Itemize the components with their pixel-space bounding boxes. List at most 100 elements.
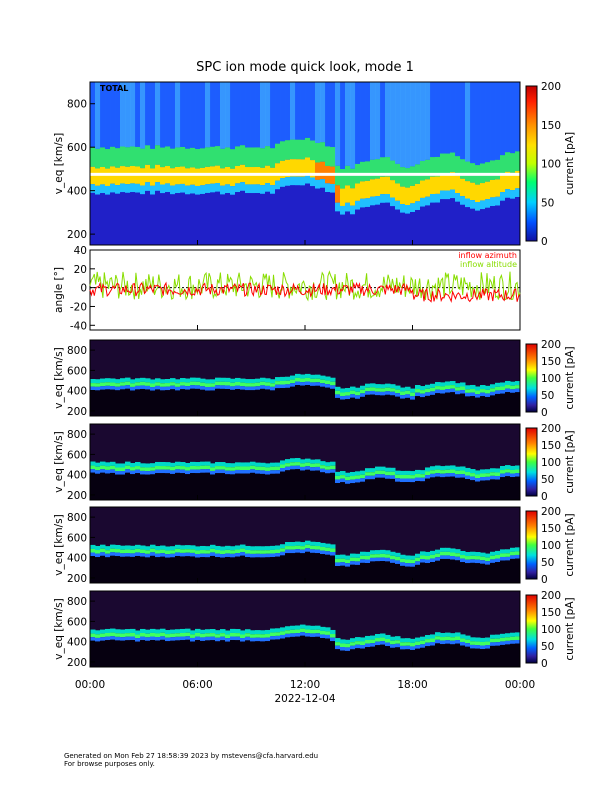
heatmap-cell: [180, 473, 186, 500]
heatmap-cell: [380, 395, 386, 416]
heatmap-cell: [275, 553, 281, 557]
heatmap-cell: [225, 641, 231, 667]
heatmap-cell: [425, 388, 431, 393]
heatmap-cell: [310, 160, 316, 178]
heatmap-cell: [215, 637, 221, 642]
heatmap-cell: [240, 638, 246, 642]
heatmap-cell: [485, 181, 491, 200]
heatmap-cell: [265, 629, 271, 635]
heatmap-cell: [430, 82, 436, 158]
heatmap-cell: [130, 379, 136, 384]
heatmap-cell: [95, 383, 101, 387]
heatmap-cell: [355, 641, 361, 645]
heatmap-cell: [180, 382, 186, 386]
heatmap-cell: [285, 553, 291, 583]
heatmap-cell: [175, 548, 181, 553]
colorbar-tick-label: 200: [541, 423, 561, 435]
heatmap-cell: [290, 139, 296, 160]
heatmap-cell: [170, 473, 176, 500]
heatmap-cell: [285, 546, 291, 550]
heatmap-cell: [450, 559, 456, 583]
heatmap-cell: [245, 636, 251, 641]
heatmap-cell: [350, 394, 356, 398]
heatmap-cell: [415, 396, 421, 416]
heatmap-cell: [335, 558, 341, 563]
heatmap-cell: [120, 463, 126, 468]
heatmap-cell: [205, 472, 211, 500]
heatmap-cell: [375, 641, 381, 646]
heatmap-cell: [180, 545, 186, 550]
heatmap-cell: [500, 560, 506, 583]
heatmap-cell: [375, 391, 381, 396]
heatmap-cell: [460, 386, 466, 391]
heatmap-cell: [365, 82, 371, 162]
heatmap-cell: [375, 204, 381, 245]
heatmap-cell: [90, 184, 96, 193]
colorbar-label: current [pA]: [564, 430, 576, 493]
heatmap-cell: [90, 629, 96, 634]
heatmap-cell: [165, 378, 171, 384]
heatmap-cell: [165, 183, 171, 193]
heatmap-cell: [315, 459, 321, 464]
heatmap-cell: [505, 560, 511, 583]
heatmap-cell: [145, 557, 151, 583]
heatmap-cell: [260, 185, 266, 194]
heatmap-cell: [315, 463, 321, 467]
heatmap-cell: [405, 390, 411, 395]
colorbar-tick-label: 50: [541, 197, 554, 209]
colorbar-tick-label: 200: [541, 81, 561, 93]
heatmap-cell: [315, 162, 321, 180]
heatmap-cell: [300, 628, 306, 633]
heatmap-cell: [225, 470, 231, 475]
heatmap-cell: [105, 168, 111, 186]
heatmap-cell: [215, 469, 221, 474]
heatmap-cell: [260, 641, 266, 667]
heatmap-cell: [375, 388, 381, 392]
heatmap-cell: [200, 545, 206, 551]
heatmap-cell: [185, 148, 191, 169]
heatmap-cell: [190, 385, 196, 389]
heatmap-cell: [480, 183, 486, 201]
heatmap-cell: [260, 473, 266, 500]
heatmap-cell: [210, 474, 216, 500]
x-tick-label: 00:00: [75, 679, 105, 691]
heatmap-cell: [195, 385, 201, 389]
heatmap-cell: [235, 636, 241, 641]
heatmap-cell: [90, 633, 96, 638]
heatmap-cell: [230, 636, 236, 641]
heatmap-cell: [430, 387, 436, 392]
heatmap-cell: [345, 566, 351, 583]
heatmap-cell: [440, 470, 446, 474]
heatmap-cell: [270, 167, 276, 186]
heatmap-cell: [190, 552, 196, 557]
heatmap-cell: [510, 643, 516, 667]
heatmap-cell: [275, 470, 281, 474]
heatmap-cell: [440, 644, 446, 667]
heatmap-cell: [140, 467, 146, 471]
heatmap-cell: [410, 478, 416, 483]
heatmap-cell: [135, 555, 141, 583]
heatmap-cell: [250, 550, 256, 554]
heatmap-cell: [455, 643, 461, 667]
heatmap-cell: [485, 476, 491, 481]
heatmap-cell: [260, 546, 266, 551]
heatmap-cell: [480, 209, 486, 245]
heatmap-cell: [115, 552, 121, 557]
heatmap-cell: [115, 82, 121, 149]
heatmap-cell: [385, 471, 391, 476]
heatmap-cell: [210, 555, 216, 583]
heatmap-cell: [275, 628, 281, 633]
heatmap-cell: [315, 188, 321, 245]
heatmap-cell: [340, 650, 346, 667]
heatmap-cell: [475, 563, 481, 583]
y-tick-label: 200: [67, 657, 87, 669]
heatmap-cell: [455, 193, 461, 202]
heatmap-cell: [190, 184, 196, 194]
heatmap-cell: [255, 550, 261, 554]
heatmap-cell: [345, 555, 351, 560]
heatmap-cell: [250, 184, 256, 194]
heatmap-cell: [315, 179, 321, 189]
heatmap-cell: [120, 629, 126, 634]
heatmap-cell: [380, 641, 386, 645]
heatmap-cell: [345, 392, 351, 396]
